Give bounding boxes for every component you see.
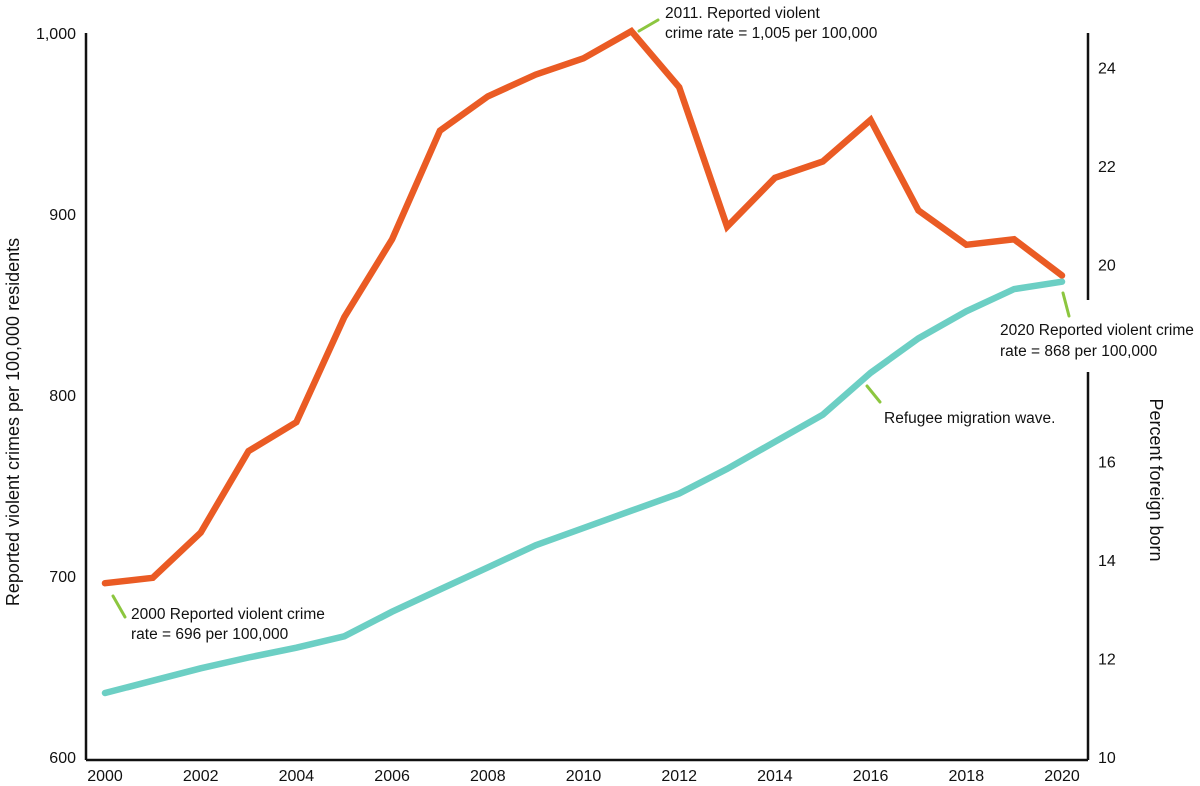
left-tick-label: 800: [49, 388, 76, 405]
left-tick-label: 700: [49, 569, 76, 586]
x-tick-label: 2014: [757, 768, 793, 785]
x-tick-label: 2012: [661, 768, 697, 785]
series: [101, 27, 1066, 697]
x-tick-label: 2016: [853, 768, 889, 785]
right-tick-label: 22: [1098, 159, 1116, 176]
annotation-leader: [111, 594, 127, 619]
annotations: 2011. Reported violent crime rate = 1,005…: [111, 5, 1194, 643]
right-tick-label: 14: [1098, 553, 1116, 570]
annotation-leader: [865, 384, 882, 404]
x-tick-label: 2002: [183, 768, 219, 785]
x-tick-label: 2010: [566, 768, 602, 785]
annotation-text: 2000 Reported violent crime: [131, 606, 325, 623]
left-tick-label: 600: [49, 750, 76, 767]
x-tick-label: 2018: [949, 768, 985, 785]
x-tick-label: 2004: [279, 768, 315, 785]
right-axis-title: Percent foreign born: [1146, 398, 1166, 561]
annotation-text: Refugee migration wave.: [884, 410, 1055, 427]
left-tick-label: 900: [49, 207, 76, 224]
right-tick-label: 10: [1098, 750, 1116, 767]
foreign-born-line: [101, 278, 1066, 697]
annotation-text: rate = 696 per 100,000: [131, 626, 289, 643]
right-tick-label: 20: [1098, 257, 1116, 274]
annotation-text: crime rate = 1,005 per 100,000: [665, 25, 878, 42]
annotation-text: rate = 868 per 100,000: [1000, 343, 1158, 360]
x-tick-label: 2020: [1044, 768, 1080, 785]
left-axis-title: Reported violent crimes per 100,000 resi…: [3, 238, 23, 606]
annotation-text: 2020 Reported violent crime: [1000, 322, 1194, 339]
right-tick-label: 12: [1098, 651, 1116, 668]
annotation-text: 2011. Reported violent: [665, 5, 821, 22]
right-tick-label: 16: [1098, 454, 1116, 471]
x-tick-label: 2006: [374, 768, 410, 785]
axes: Reported violent crimes per 100,000 resi…: [3, 33, 1166, 762]
tick-labels: 600 700 800 900 1,000 10 12 14 16 20 22 24 2000 2002 2…: [36, 26, 1116, 785]
crime-rate-line: [101, 27, 1066, 587]
annotation-leader: [637, 18, 660, 33]
x-tick-label: 2008: [470, 768, 506, 785]
right-tick-label: 24: [1098, 60, 1116, 77]
left-tick-label: 1,000: [36, 26, 76, 43]
x-tick-label: 2000: [87, 768, 123, 785]
annotation-leader: [1061, 291, 1071, 318]
